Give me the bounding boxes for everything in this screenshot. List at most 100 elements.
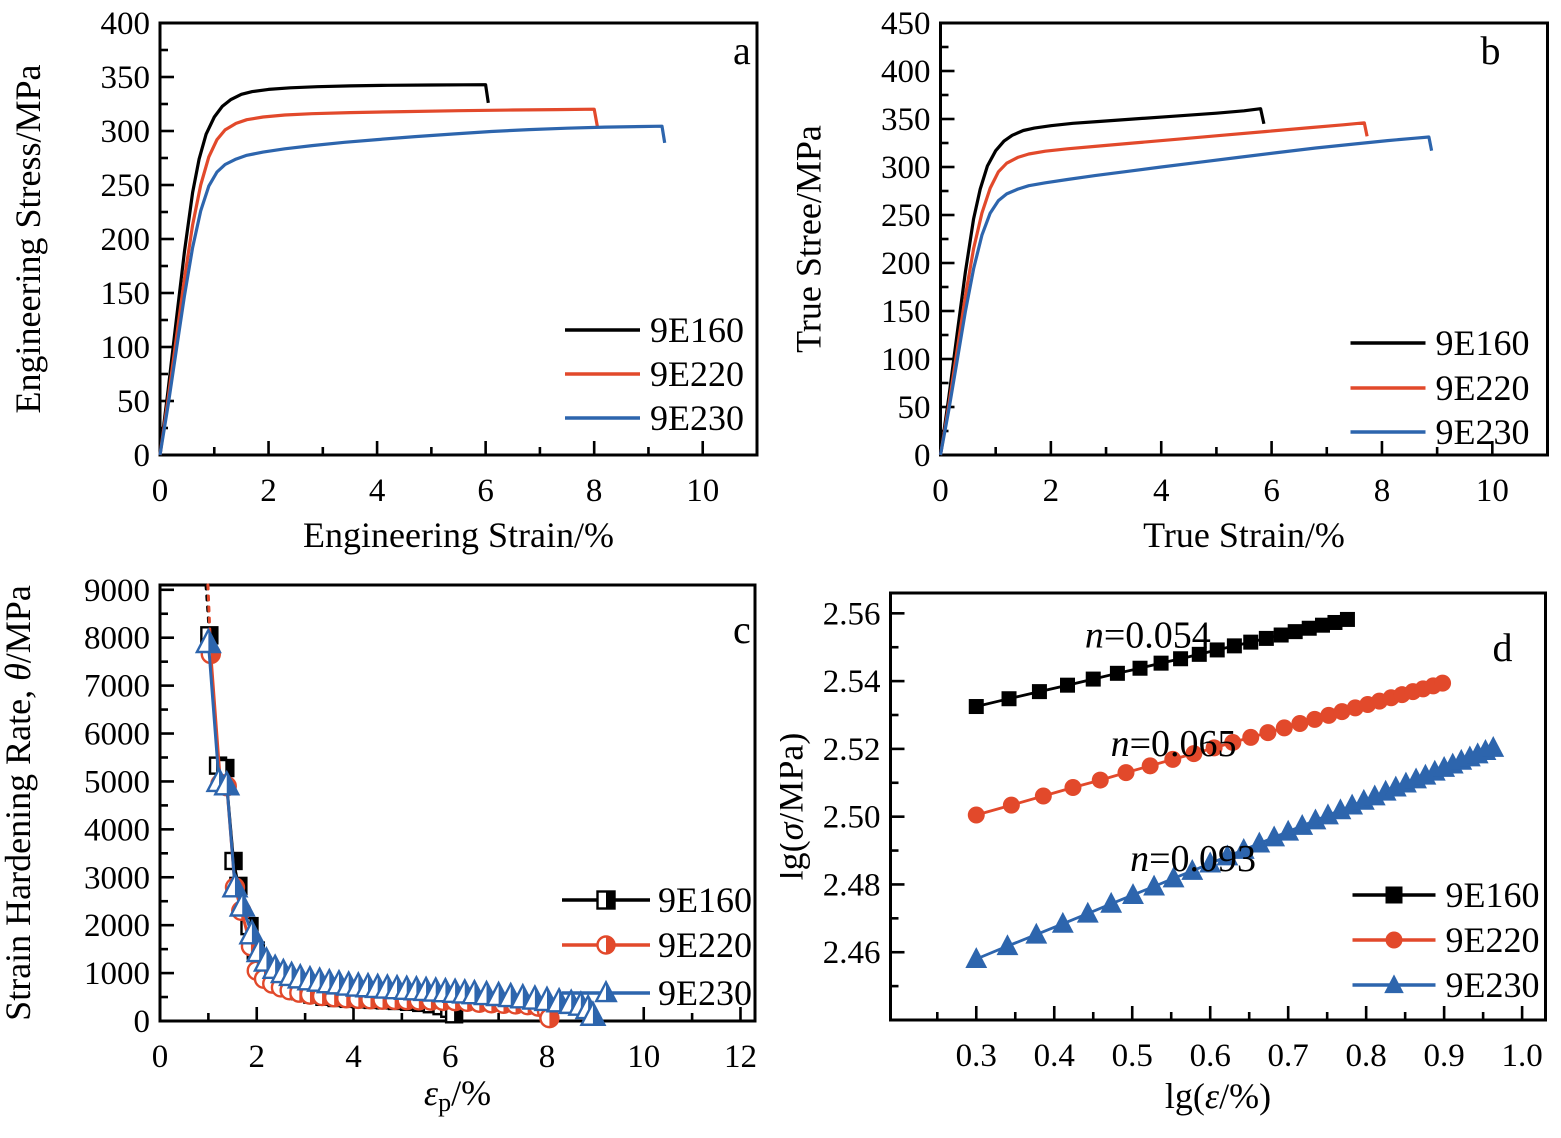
- panel-c-x-tick-label: 2: [248, 1039, 265, 1075]
- panel-d-y-tick-label: 2.56: [823, 596, 881, 632]
- panel-c-x-tick-label: 0: [152, 1039, 169, 1075]
- panel-d-axes-ticks: [890, 612, 1524, 1020]
- panel-a-x-tick-label: 0: [152, 473, 169, 509]
- panel-b-x-tick-label: 2: [1043, 473, 1060, 509]
- panel-a-x-tick-label: 4: [369, 473, 386, 509]
- panel-d-legend-item-9E230: 9E230: [1352, 965, 1540, 1005]
- panel-b-y-tick-label: 350: [881, 102, 931, 138]
- panel-c-x-tick-label: 4: [345, 1039, 362, 1075]
- panel-c-y-tick-label: 0: [134, 1004, 151, 1040]
- panel-a-legend-label: 9E220: [650, 354, 744, 394]
- panel-d-y-tick-label: 2.52: [823, 732, 881, 768]
- panel-c-x-tick-label: 10: [627, 1039, 660, 1075]
- panel-d-x-tick-label: 0.4: [1034, 1038, 1075, 1074]
- panel-a-y-tick-label: 250: [101, 168, 151, 204]
- panel-a-series-9E160: [158, 83, 490, 456]
- panel-d-y-tick-label: 2.46: [823, 935, 881, 971]
- panel-b-y-tick-label: 400: [881, 54, 931, 90]
- panel-d-x-tick-label: 1.0: [1501, 1038, 1542, 1074]
- chart-a-svg: 0 2 4 6 8 10050100150200250300350400Engineeri…: [8, 6, 759, 555]
- panel-a-x-axis-title: Engineering Strain/%: [303, 515, 614, 555]
- panel-c-x-tick-label: 12: [724, 1039, 757, 1075]
- panel-c-legend-item-9E220: 9E220: [562, 925, 752, 965]
- chart-d-svg: 0.3 0.4 0.5 0.6 0.7 0.8 0.9 1.0 2.46 2.48 2.50 2.52…: [780, 591, 1547, 1116]
- panel-d-x-tick-label: 0.9: [1424, 1038, 1465, 1074]
- panel-a-letter: a: [733, 28, 751, 73]
- panel-d-y-tick-label: 2.54: [823, 664, 881, 700]
- panel-c-letter: c: [733, 607, 751, 652]
- panel-a-y-tick-label: 100: [101, 330, 151, 366]
- panel-a-y-tick-label: 50: [117, 384, 150, 420]
- panel-c-x-tick-label: 6: [442, 1039, 459, 1075]
- panel-c-y-tick-label: 1000: [84, 956, 150, 992]
- panel-b-true-stress-strain: 0 2 4 6 8 10 0 50 100 150 200 250 300 350 400 450 True S…: [780, 0, 1561, 569]
- panel-c-y-tick-label: 4000: [84, 812, 150, 848]
- panel-d-legend: 9E160 9E220 9E230: [1352, 875, 1540, 1005]
- panel-c-strain-hardening-rate: 0 2 4 6 8 10 12 0 1000 2000 3000 4000 5000 6000 7000 80…: [0, 569, 780, 1138]
- panel-d-series-9E160: [968, 611, 1355, 715]
- panel-b-series-9E160: [938, 107, 1266, 456]
- panel-a-y-tick-label: 400: [101, 6, 151, 42]
- panel-c-legend: 9E160 9E220 9E230: [562, 880, 752, 1013]
- panel-d-legend-label: 9E230: [1446, 965, 1540, 1005]
- panel-b-legend-label: 9E220: [1436, 368, 1530, 408]
- panel-d-log-stress-log-strain: 0.3 0.4 0.5 0.6 0.7 0.8 0.9 1.0 2.46 2.48 2.50 2.52…: [780, 569, 1561, 1138]
- panel-b-legend-label: 9E230: [1436, 412, 1530, 452]
- panel-c-y-tick-label: 6000: [84, 717, 150, 753]
- panel-c-y-tick-label: 7000: [84, 669, 150, 705]
- chart-c-svg: 0 2 4 6 8 10 12 0 1000 2000 3000 4000 5000 6000 7000 80…: [0, 573, 757, 1117]
- panel-c-tick-labels: 0 2 4 6 8 10 12 0 1000 2000 3000 4000 5000 6000 7000 80…: [84, 573, 757, 1075]
- panel-a-engineering-stress-strain: 0 2 4 6 8 10 0 50 100 150 200 250 300 350 400 Engineeri…: [0, 0, 780, 569]
- panel-d-x-tick-label: 0.8: [1346, 1038, 1387, 1074]
- panel-a-y-tick-label: 150: [101, 276, 151, 312]
- panel-a-y-tick-label: 0: [134, 438, 151, 474]
- panel-d-letter: d: [1493, 625, 1513, 670]
- panel-a-legend-label: 9E160: [650, 310, 744, 350]
- panel-a-x-tick-label: 2: [260, 473, 277, 509]
- panel-c-legend-label: 9E230: [658, 973, 752, 1013]
- panel-a-series-9E220: [158, 107, 599, 456]
- panel-a-legend-item-9E230: 9E230: [565, 398, 744, 438]
- panel-c-y-tick-label: 8000: [84, 621, 150, 657]
- panel-b-y-tick-label: 0: [914, 438, 931, 474]
- panel-a-y-tick-label: 200: [101, 222, 151, 258]
- panel-b-x-tick-label: 8: [1374, 473, 1391, 509]
- panel-a-y-axis-title: Engineering Stress/MPa: [8, 65, 48, 414]
- panel-c-x-tick-label: 8: [539, 1039, 556, 1075]
- panel-b-series-9E230: [938, 135, 1434, 456]
- panel-b-x-axis-title: True Strain/%: [1143, 515, 1345, 555]
- panel-b-x-tick-label: 6: [1263, 473, 1280, 509]
- panel-d-x-tick-label: 0.3: [956, 1038, 997, 1074]
- panel-b-x-tick-label: 10: [1476, 473, 1509, 509]
- panel-d-y-tick-label: 2.48: [823, 867, 881, 903]
- panel-b-legend-label: 9E160: [1436, 323, 1530, 363]
- panel-c-y-tick-label: 5000: [84, 764, 150, 800]
- panel-b-x-tick-label: 0: [932, 473, 949, 509]
- panel-c-legend-label: 9E160: [658, 880, 752, 920]
- panel-b-x-tick-label: 4: [1153, 473, 1170, 509]
- panel-b-y-tick-label: 200: [881, 246, 931, 282]
- panel-d-annotation: n=0.054: [1085, 614, 1211, 656]
- panel-b-legend-item-9E160: 9E160: [1350, 323, 1530, 363]
- panel-c-axes-ticks: [158, 588, 742, 1023]
- panel-c-legend-label: 9E220: [658, 925, 752, 965]
- panel-a-x-tick-label: 8: [586, 473, 603, 509]
- panel-d-legend-item-9E160: 9E160: [1352, 875, 1540, 915]
- panel-d-x-axis-title: lg(ε/%): [1165, 1076, 1271, 1116]
- panel-d-legend-item-9E220: 9E220: [1352, 920, 1540, 960]
- panel-d-x-tick-label: 0.7: [1268, 1038, 1309, 1074]
- panel-d-annotation: n=0.093: [1130, 838, 1256, 880]
- panel-d-legend-label: 9E220: [1446, 920, 1540, 960]
- panel-b-y-tick-label: 450: [881, 6, 931, 42]
- panel-b-axes-ticks: [939, 21, 1549, 457]
- panel-b-letter: b: [1481, 28, 1501, 73]
- panel-b-y-tick-label: 300: [881, 150, 931, 186]
- panel-c-y-axis-title: Strain Hardening Rate, θ/MPa: [0, 585, 38, 1021]
- panel-b-y-tick-label: 150: [881, 294, 931, 330]
- panel-a-x-tick-label: 6: [477, 473, 494, 509]
